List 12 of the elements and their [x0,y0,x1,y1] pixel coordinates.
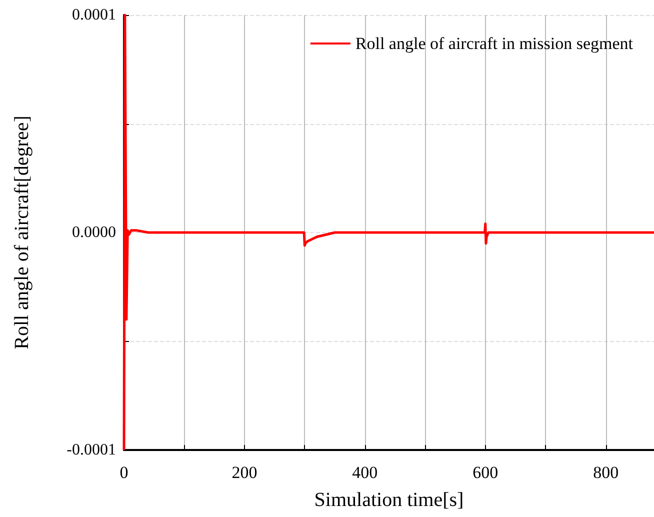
y-tick-label: -0.0001 [66,442,116,458]
y-axis-title: Roll angle of aircraft[degree] [11,116,33,350]
x-axis-title: Simulation time[s] [314,489,464,511]
x-tick-label: 200 [232,463,258,482]
x-tick-label: 400 [352,463,378,482]
y-tick-label: 0.0000 [72,224,116,241]
legend-label: Roll angle of aircraft in mission segment [355,34,634,53]
x-tick-label: 800 [593,463,619,482]
x-tick-label: 0 [120,463,128,482]
x-tick-label: 600 [472,463,498,482]
y-tick-label: 0.0001 [72,6,116,24]
line-series [122,14,654,452]
